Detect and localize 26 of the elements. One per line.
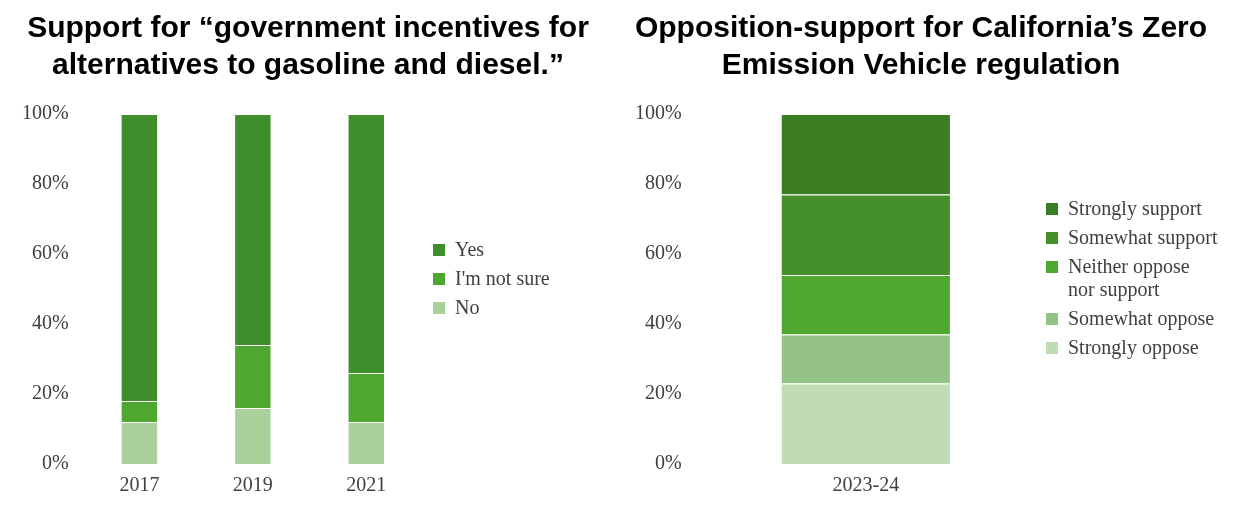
- y-tick-label: 60%: [31, 241, 69, 264]
- chart-title: Support for “government incentives for alternatives to gasoline and diesel.”: [26, 9, 590, 82]
- legend-label: Neither oppose nor support: [1068, 255, 1191, 301]
- legend-label: Yes: [455, 237, 485, 261]
- legend-label: Strongly support: [1068, 197, 1202, 220]
- legend-label: I'm not sure: [455, 266, 550, 290]
- x-tick-label: 2023-24: [832, 473, 900, 496]
- y-tick-label: 0%: [41, 451, 69, 474]
- y-tick-label: 40%: [644, 311, 682, 334]
- x-tick-label: 2021: [346, 473, 387, 496]
- chart-title: Opposition-support for California’s Zero Emission Vehicle regulation: [633, 9, 1209, 82]
- y-tick-label: 0%: [654, 451, 682, 474]
- legend-label: Somewhat oppose: [1068, 307, 1215, 330]
- y-tick-label: 100%: [21, 101, 69, 124]
- y-tick-label: 80%: [31, 171, 69, 194]
- x-tick-label: 2017: [119, 473, 160, 496]
- y-tick-label: 20%: [31, 381, 69, 404]
- legend-label: Somewhat support: [1068, 226, 1218, 249]
- y-tick-label: 100%: [634, 101, 682, 124]
- legend-label: Strongly oppose: [1068, 336, 1199, 359]
- y-tick-label: 20%: [644, 381, 682, 404]
- y-tick-label: 80%: [644, 171, 682, 194]
- y-tick-label: 60%: [644, 241, 682, 264]
- x-tick-label: 2019: [232, 473, 273, 496]
- legend-label: No: [455, 295, 480, 319]
- y-tick-label: 40%: [31, 311, 69, 334]
